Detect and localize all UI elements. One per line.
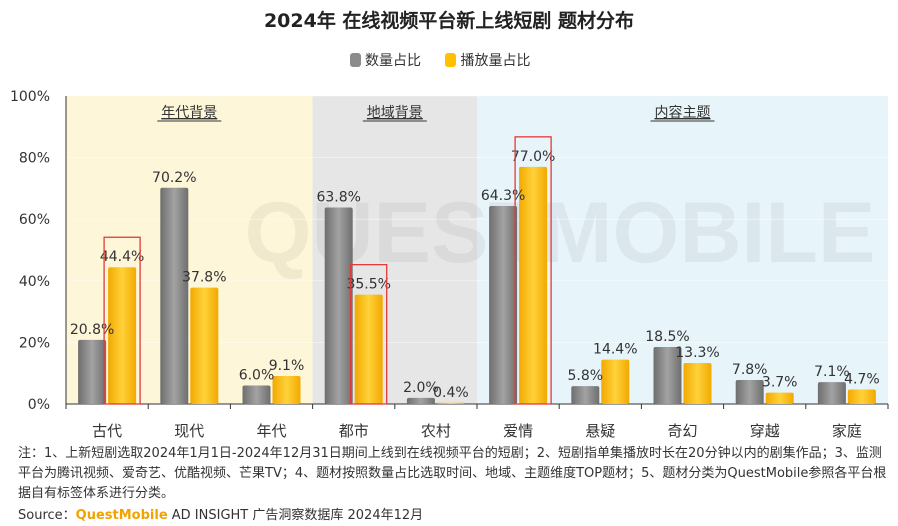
- bar-count: [160, 187, 189, 404]
- data-label: 0.4%: [433, 385, 469, 401]
- highlight-box: [350, 264, 388, 405]
- group-band: [66, 96, 313, 404]
- bar-plays: [272, 375, 301, 404]
- x-tick-label: 家庭: [832, 422, 862, 440]
- legend-label-plays: 播放量占比: [460, 53, 531, 69]
- bar-count: [324, 207, 353, 404]
- legend-item-plays: 播放量占比: [445, 50, 530, 70]
- highlight-box: [514, 136, 552, 405]
- legend: 数量占比 播放量占比: [350, 50, 550, 70]
- bar-count: [735, 379, 764, 404]
- group-label: 地域背景: [367, 105, 423, 121]
- bar-plays: [190, 287, 219, 404]
- group-label: 年代背景: [161, 105, 217, 121]
- data-label: 7.1%: [814, 364, 850, 380]
- x-tick-label: 悬疑: [585, 422, 615, 440]
- chart-title: 2024年 在线视频平台新上线短剧 题材分布: [263, 10, 635, 32]
- bar-plays: [601, 359, 630, 404]
- bar-count: [653, 347, 682, 404]
- bar-plays: [847, 389, 876, 404]
- bar-count: [78, 339, 107, 404]
- y-tick-label: 20%: [19, 335, 50, 351]
- data-label: 44.4%: [100, 249, 144, 265]
- legend-label-count: 数量占比: [365, 53, 421, 69]
- bar-plays: [436, 402, 465, 404]
- legend-swatch-gray: [350, 53, 361, 67]
- source-line: Source：QuestMobile AD INSIGHT 广告洞察数据库 20…: [18, 504, 423, 523]
- data-label: 13.3%: [675, 345, 719, 361]
- bar-count: [489, 205, 518, 404]
- data-label: 6.0%: [239, 368, 275, 384]
- x-tick-label: 农村: [421, 422, 451, 440]
- data-label: 9.1%: [269, 358, 305, 374]
- y-tick-label: 100%: [10, 89, 50, 105]
- x-tick-label: 年代: [256, 422, 286, 440]
- data-label: 3.7%: [762, 375, 798, 391]
- data-label: 35.5%: [346, 277, 390, 293]
- bar-plays: [354, 294, 383, 404]
- y-tick-label: 80%: [19, 151, 50, 167]
- group-label: 内容主题: [655, 104, 711, 121]
- legend-item-count: 数量占比: [350, 50, 421, 70]
- data-label: 77.0%: [511, 149, 555, 165]
- x-tick-label: 爱情: [503, 422, 533, 440]
- data-label: 14.4%: [593, 342, 637, 358]
- y-tick-label: 0%: [28, 397, 50, 413]
- x-tick-label: 都市: [339, 422, 369, 440]
- bar-plays: [683, 363, 712, 404]
- x-tick-label: 现代: [174, 422, 204, 440]
- x-tick-label: 奇幻: [667, 422, 697, 440]
- footnote: 注：1、上新短剧选取2024年1月1日-2024年12月31日期间上线到在线视频…: [18, 446, 887, 501]
- x-tick-label: 穿越: [750, 422, 780, 440]
- source-brand: QuestMobile: [75, 508, 168, 523]
- bar-plays: [519, 166, 548, 404]
- bar-plays: [108, 267, 137, 404]
- highlight-box: [103, 236, 141, 405]
- data-label: 7.8%: [732, 362, 768, 378]
- x-tick-label: 古代: [92, 422, 122, 440]
- bar-count: [571, 386, 600, 404]
- bar-count: [406, 397, 435, 404]
- data-label: 64.3%: [481, 188, 525, 204]
- data-label: 37.8%: [182, 270, 226, 286]
- bar-count: [817, 382, 846, 404]
- source-rest: AD INSIGHT 广告洞察数据库 2024年12月: [167, 508, 424, 523]
- bar-count: [242, 385, 271, 404]
- data-label: 18.5%: [645, 329, 689, 345]
- data-label: 4.7%: [844, 372, 880, 388]
- data-label: 70.2%: [152, 170, 196, 186]
- y-tick-label: 60%: [19, 212, 50, 228]
- source-prefix: Source：: [18, 508, 76, 523]
- data-label: 2.0%: [403, 380, 439, 396]
- data-label: 20.8%: [70, 322, 114, 338]
- bar-plays: [765, 392, 794, 404]
- legend-swatch-gold: [445, 53, 457, 67]
- y-tick-label: 40%: [19, 274, 50, 290]
- data-label: 5.8%: [568, 368, 604, 384]
- data-label: 63.8%: [316, 189, 360, 205]
